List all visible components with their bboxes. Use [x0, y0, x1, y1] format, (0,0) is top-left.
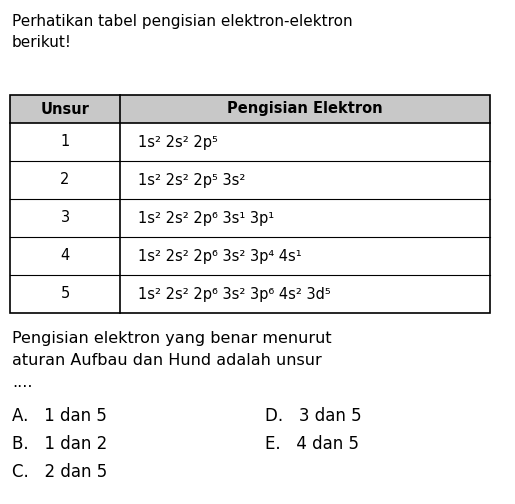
Text: aturan Aufbau dan Hund adalah unsur: aturan Aufbau dan Hund adalah unsur — [12, 353, 322, 368]
Text: 1: 1 — [60, 135, 70, 150]
Text: berikut!: berikut! — [12, 35, 72, 50]
Text: 5: 5 — [60, 286, 70, 301]
Text: Pengisian elektron yang benar menurut: Pengisian elektron yang benar menurut — [12, 331, 332, 346]
Text: 4: 4 — [60, 248, 70, 264]
Text: 1s² 2s² 2p⁶ 3s² 3p⁴ 4s¹: 1s² 2s² 2p⁶ 3s² 3p⁴ 4s¹ — [138, 248, 302, 264]
Text: 1s² 2s² 2p⁶ 3s² 3p⁶ 4s² 3d⁵: 1s² 2s² 2p⁶ 3s² 3p⁶ 4s² 3d⁵ — [138, 286, 331, 301]
Text: Perhatikan tabel pengisian elektron-elektron: Perhatikan tabel pengisian elektron-elek… — [12, 14, 353, 29]
Text: Pengisian Elektron: Pengisian Elektron — [227, 101, 383, 116]
Bar — [10, 95, 490, 123]
Text: 1s² 2s² 2p⁵: 1s² 2s² 2p⁵ — [138, 135, 218, 150]
Text: ....: .... — [12, 375, 32, 390]
Text: A.   1 dan 5: A. 1 dan 5 — [12, 407, 107, 425]
Text: C.   2 dan 5: C. 2 dan 5 — [12, 463, 107, 481]
Text: E.   4 dan 5: E. 4 dan 5 — [265, 435, 359, 453]
Text: Unsur: Unsur — [41, 101, 90, 116]
Text: 1s² 2s² 2p⁵ 3s²: 1s² 2s² 2p⁵ 3s² — [138, 172, 245, 187]
Text: B.   1 dan 2: B. 1 dan 2 — [12, 435, 107, 453]
Text: 2: 2 — [60, 172, 70, 187]
Text: 1s² 2s² 2p⁶ 3s¹ 3p¹: 1s² 2s² 2p⁶ 3s¹ 3p¹ — [138, 211, 274, 225]
Text: D.   3 dan 5: D. 3 dan 5 — [265, 407, 362, 425]
Bar — [10, 95, 490, 313]
Text: 3: 3 — [60, 211, 70, 225]
